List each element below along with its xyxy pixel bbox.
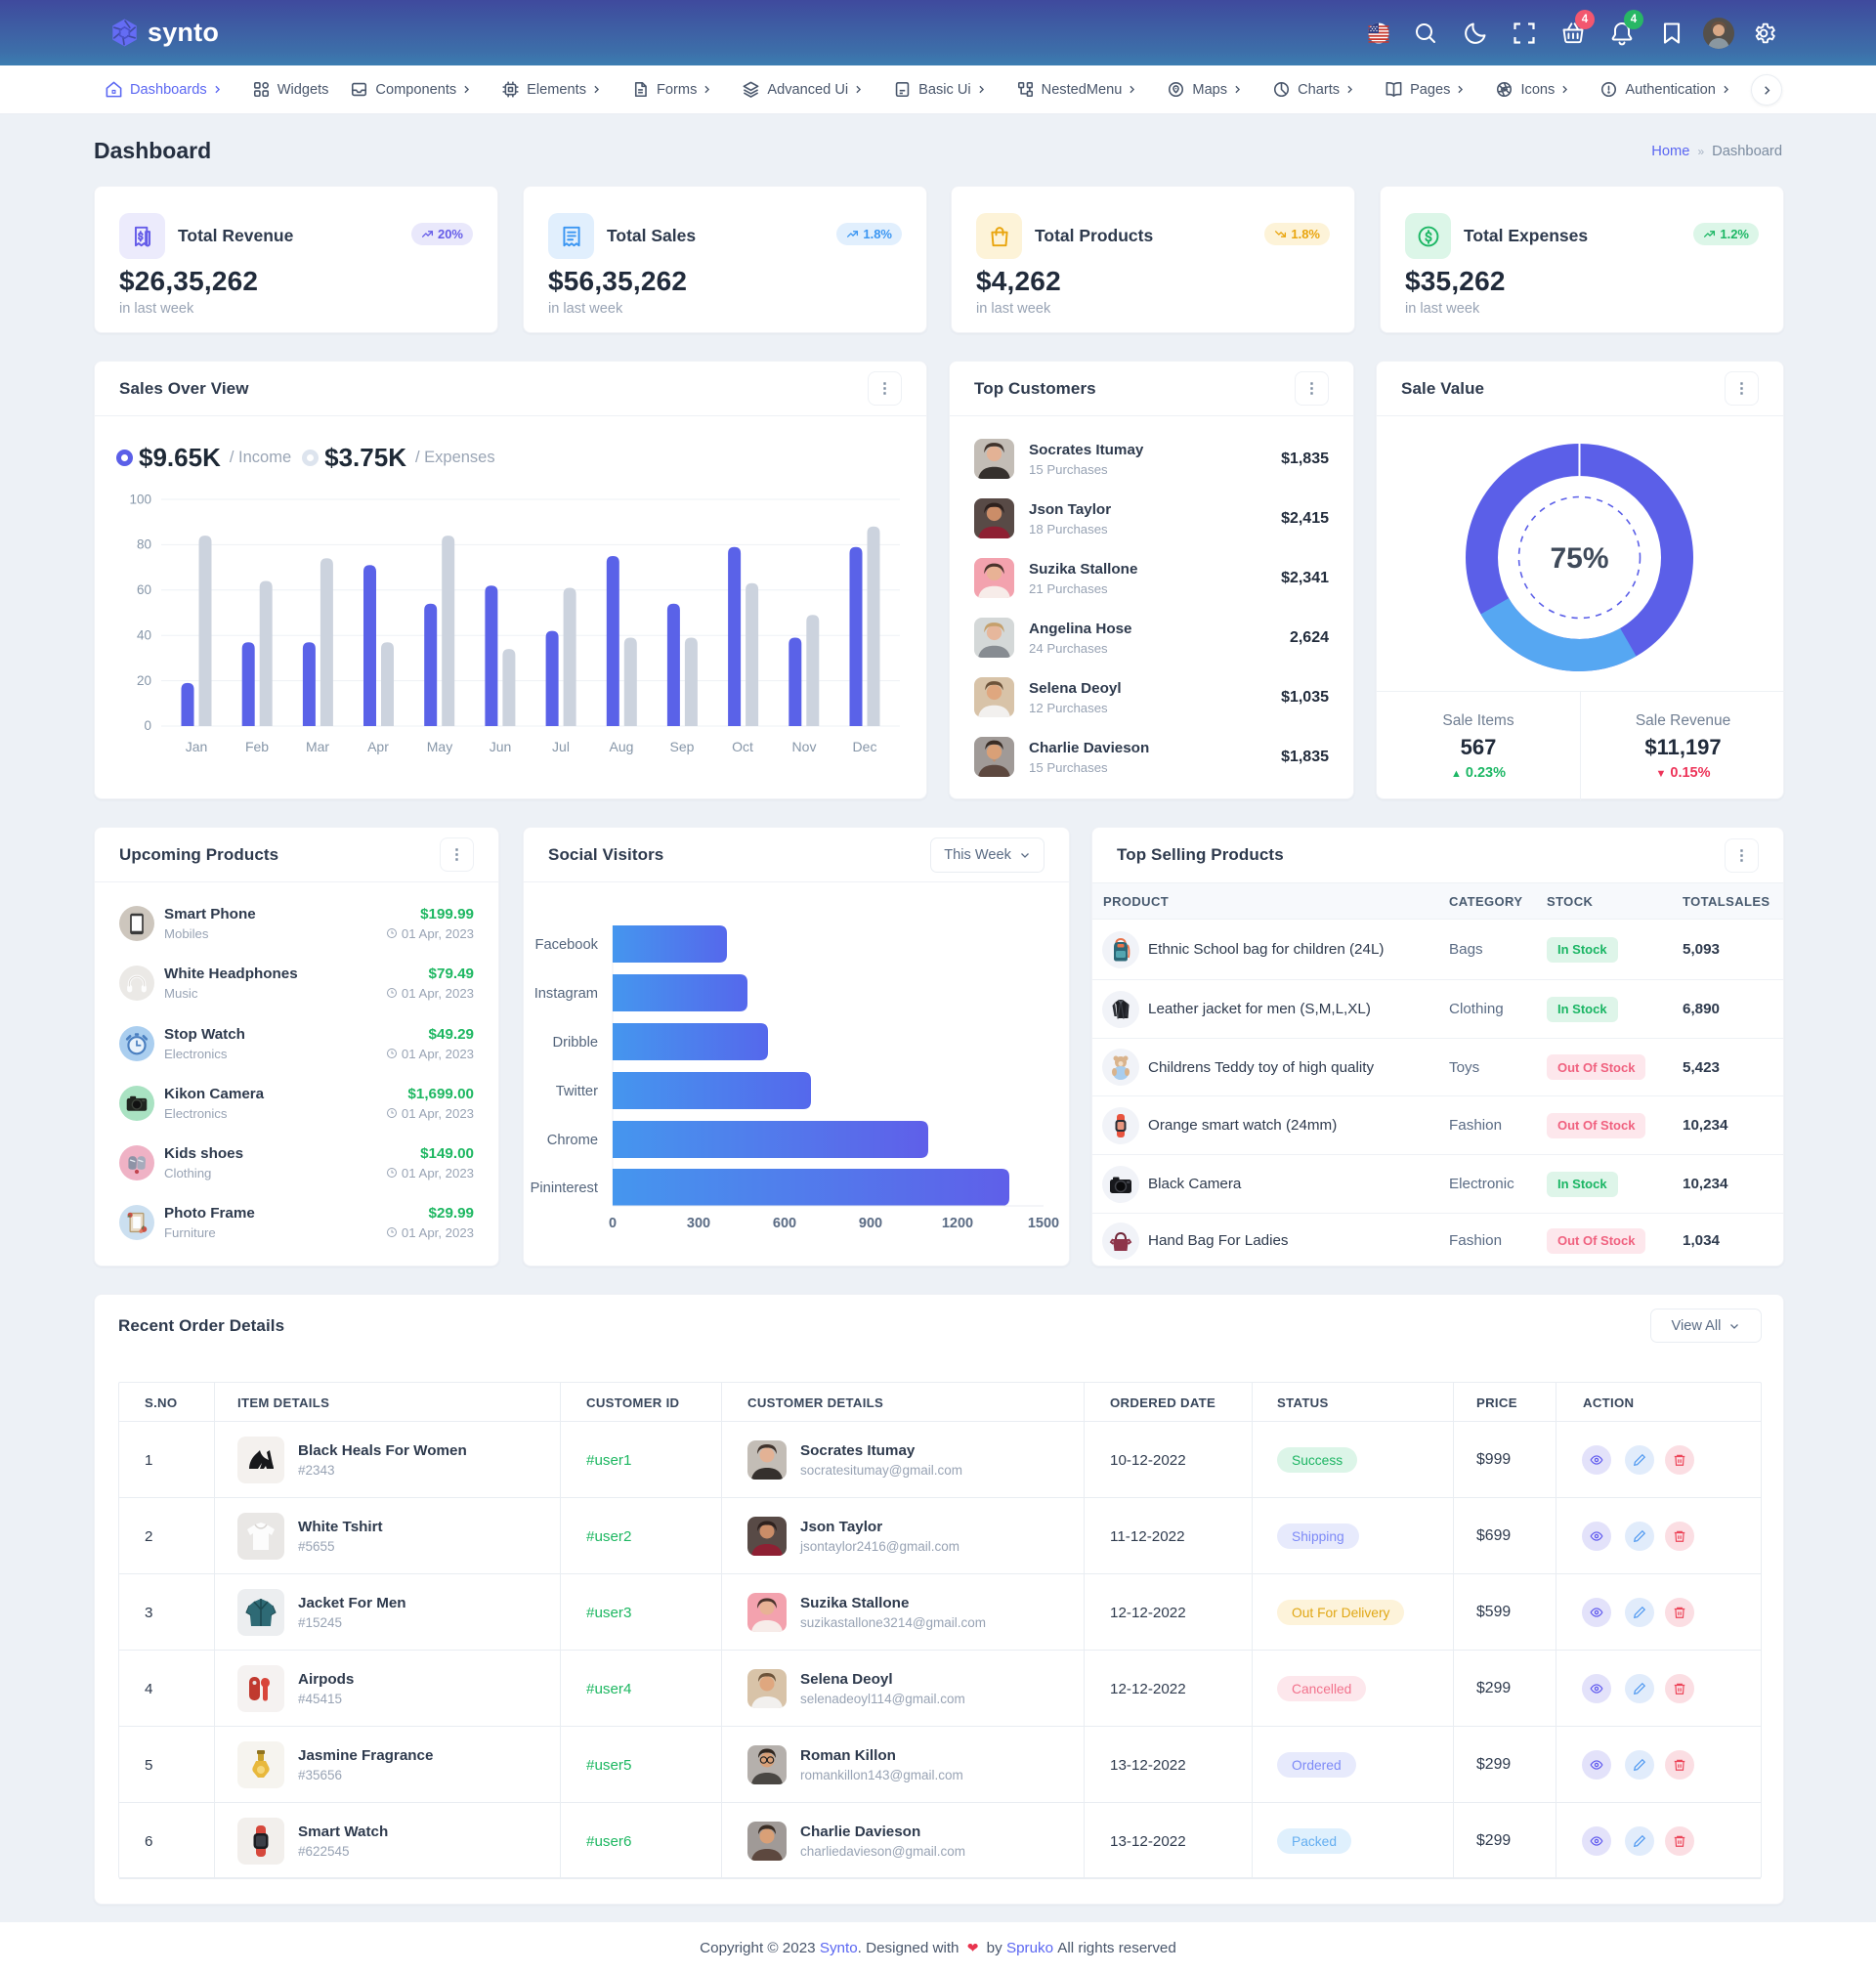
- svg-text:Instagram: Instagram: [534, 986, 598, 1002]
- svg-text:Aug: Aug: [610, 739, 634, 754]
- svg-text:Nov: Nov: [792, 739, 817, 754]
- svg-text:100: 100: [129, 492, 151, 506]
- svg-text:1500: 1500: [1028, 1216, 1059, 1231]
- svg-text:1200: 1200: [942, 1216, 973, 1231]
- svg-text:600: 600: [773, 1216, 796, 1231]
- svg-text:80: 80: [137, 537, 151, 552]
- svg-text:Chrome: Chrome: [547, 1133, 598, 1148]
- svg-text:300: 300: [687, 1216, 710, 1231]
- svg-text:20: 20: [137, 673, 151, 688]
- svg-text:Mar: Mar: [306, 739, 329, 754]
- svg-text:900: 900: [859, 1216, 882, 1231]
- svg-text:Jun: Jun: [490, 739, 512, 754]
- svg-text:Dec: Dec: [853, 739, 877, 754]
- svg-text:Feb: Feb: [245, 739, 269, 754]
- svg-text:Dribble: Dribble: [552, 1035, 598, 1051]
- svg-text:Sep: Sep: [670, 739, 695, 754]
- svg-text:Pininterest: Pininterest: [531, 1180, 598, 1196]
- svg-text:60: 60: [137, 582, 151, 597]
- svg-text:May: May: [427, 739, 452, 754]
- svg-text:0: 0: [609, 1216, 617, 1231]
- svg-text:Twitter: Twitter: [556, 1084, 598, 1099]
- svg-text:Jul: Jul: [552, 739, 570, 754]
- svg-text:Jan: Jan: [186, 739, 208, 754]
- svg-text:Oct: Oct: [732, 739, 753, 754]
- svg-text:Facebook: Facebook: [534, 937, 598, 953]
- svg-text:40: 40: [137, 628, 151, 643]
- svg-text:75%: 75%: [1550, 542, 1608, 575]
- svg-text:Apr: Apr: [367, 739, 389, 754]
- svg-text:0: 0: [144, 718, 151, 733]
